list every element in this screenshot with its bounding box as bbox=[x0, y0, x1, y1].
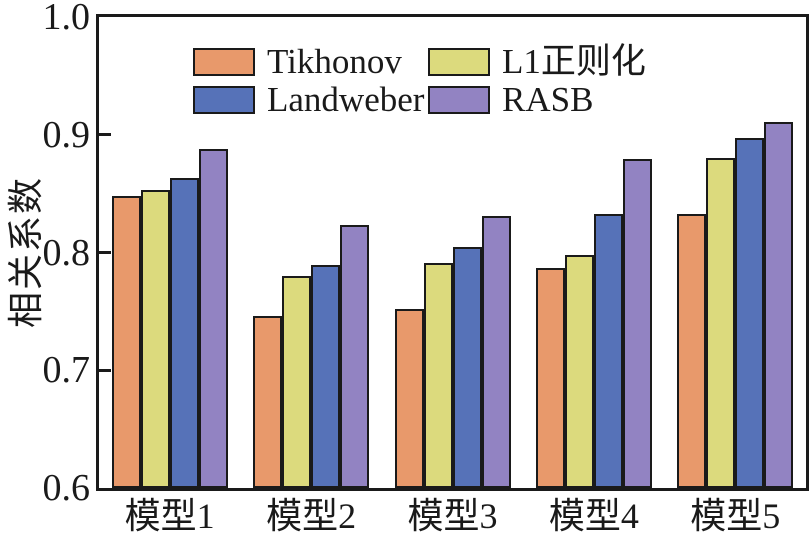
bar-Tikhonov-模型3 bbox=[394, 309, 424, 488]
y-tick-label: 0.6 bbox=[42, 467, 91, 509]
bar-Tikhonov-模型1 bbox=[111, 195, 141, 488]
bar-RASB-模型2 bbox=[340, 225, 370, 488]
bar-Landweber-模型1 bbox=[169, 178, 199, 488]
legend-swatch bbox=[193, 48, 255, 76]
legend-swatch bbox=[428, 86, 490, 114]
legend-label: Tikhonov bbox=[267, 42, 402, 81]
legend-swatch bbox=[193, 86, 255, 114]
x-tick-label: 模型3 bbox=[407, 496, 498, 536]
legend-item-Landweber: Landweber bbox=[193, 81, 424, 119]
legend-label: RASB bbox=[502, 80, 594, 119]
bar-Tikhonov-模型5 bbox=[677, 213, 707, 488]
y-tick-label: 0.8 bbox=[42, 231, 91, 274]
bar-L1正则化-模型3 bbox=[423, 263, 453, 488]
bar-L1正则化-模型2 bbox=[282, 276, 312, 488]
bar-Tikhonov-模型2 bbox=[253, 316, 283, 488]
bar-Landweber-模型3 bbox=[452, 246, 482, 488]
bar-Landweber-模型2 bbox=[311, 265, 341, 488]
y-tick-label: 1.0 bbox=[42, 0, 91, 38]
bar-RASB-模型4 bbox=[622, 159, 652, 488]
bar-Tikhonov-模型4 bbox=[535, 267, 565, 488]
y-tick-label: 0.7 bbox=[42, 349, 91, 392]
bar-L1正则化-模型1 bbox=[140, 190, 170, 488]
x-tick-label: 模型2 bbox=[266, 496, 357, 536]
legend-item-Tikhonov: Tikhonov bbox=[193, 43, 402, 81]
y-tick-mark bbox=[99, 368, 111, 372]
x-tick-label: 模型5 bbox=[690, 496, 781, 536]
bar-Landweber-模型5 bbox=[735, 138, 765, 488]
legend-item-L1正则化: L1正则化 bbox=[428, 43, 646, 81]
legend-swatch bbox=[428, 48, 490, 76]
bar-RASB-模型5 bbox=[764, 121, 794, 488]
x-tick-label: 模型1 bbox=[124, 496, 215, 536]
legend-item-RASB: RASB bbox=[428, 81, 593, 119]
legend-label: L1正则化 bbox=[502, 42, 646, 81]
legend-label: Landweber bbox=[267, 80, 425, 119]
bar-L1正则化-模型5 bbox=[706, 158, 736, 488]
bar-L1正则化-模型4 bbox=[564, 254, 594, 488]
y-tick-label: 0.9 bbox=[42, 113, 91, 156]
y-tick-mark bbox=[99, 133, 111, 137]
bar-RASB-模型3 bbox=[481, 215, 511, 488]
bar-Landweber-模型4 bbox=[593, 213, 623, 488]
y-tick-mark bbox=[99, 251, 111, 254]
bar-RASB-模型1 bbox=[198, 148, 228, 488]
x-tick-label: 模型4 bbox=[548, 496, 639, 536]
